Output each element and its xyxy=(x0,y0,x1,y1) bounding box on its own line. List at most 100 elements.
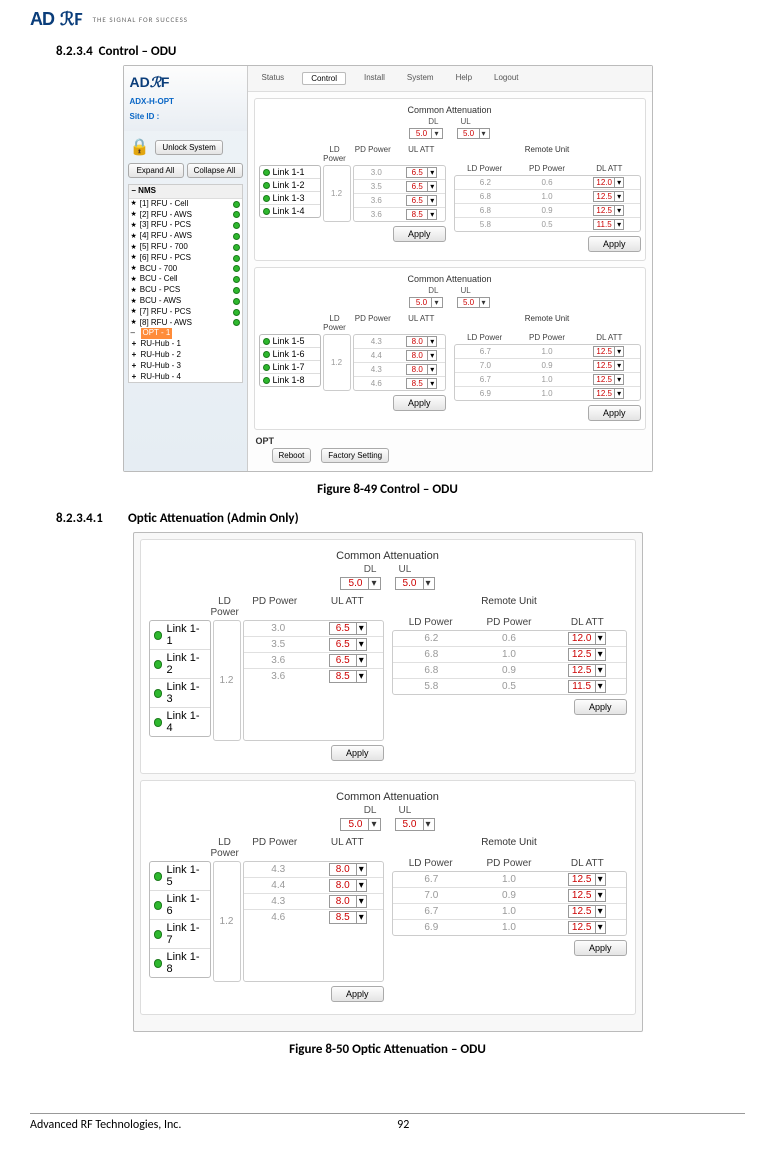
ul-att-select[interactable]: 6.5▾ xyxy=(406,181,437,192)
tree-item[interactable]: ★BCU - Cell xyxy=(129,274,242,285)
attenuation-select[interactable]: 5.0▾ xyxy=(457,297,490,308)
apply-button[interactable]: Apply xyxy=(588,405,641,421)
dl-att-select[interactable]: 12.5▾ xyxy=(568,905,606,918)
dl-att-select[interactable]: 12.0▾ xyxy=(568,632,606,645)
reboot-button[interactable]: Reboot xyxy=(272,448,312,463)
tree-item[interactable]: ★BCU - PCS xyxy=(129,285,242,296)
ul-att-select[interactable]: 6.5▾ xyxy=(329,638,367,651)
attenuation-select[interactable]: 5.0▾ xyxy=(340,577,380,590)
page-footer: Advanced RF Technologies, Inc. 92 xyxy=(0,1114,775,1156)
dl-att-select[interactable]: 12.5▾ xyxy=(593,191,624,202)
figure-caption: Figure 8-49 Control – ODU xyxy=(30,482,745,497)
tab-control[interactable]: Control xyxy=(302,72,346,85)
dl-att-select[interactable]: 11.5▾ xyxy=(568,680,606,693)
ul-att-select[interactable]: 8.0▾ xyxy=(329,863,367,876)
apply-button[interactable]: Apply xyxy=(574,699,627,715)
link-item: Link 1-8 xyxy=(150,949,210,977)
ul-att-select[interactable]: 8.0▾ xyxy=(329,879,367,892)
opt-label: OPT xyxy=(256,436,652,446)
ul-att-select[interactable]: 8.0▾ xyxy=(406,336,437,347)
tree-item[interactable]: –OPT - 1 xyxy=(129,328,242,339)
apply-button[interactable]: Apply xyxy=(331,986,384,1002)
page-logo: ADℛF THE SIGNAL FOR SUCCESS xyxy=(30,8,745,30)
apply-button[interactable]: Apply xyxy=(393,226,446,242)
figure-caption: Figure 8-50 Optic Attenuation – ODU xyxy=(30,1042,745,1057)
attenuation-select[interactable]: 5.0▾ xyxy=(395,818,435,831)
dl-att-select[interactable]: 12.5▾ xyxy=(593,346,624,357)
tree-item[interactable]: +RU-Hub - 1 xyxy=(129,339,242,350)
ul-att-select[interactable]: 8.5▾ xyxy=(406,209,437,220)
dl-att-select[interactable]: 12.5▾ xyxy=(593,360,624,371)
dl-att-select[interactable]: 12.5▾ xyxy=(568,873,606,886)
tree-item[interactable]: ★[2] RFU - AWS xyxy=(129,210,242,221)
tab-logout[interactable]: Logout xyxy=(490,72,522,85)
link-item: Link 1-7 xyxy=(260,361,320,374)
apply-button[interactable]: Apply xyxy=(393,395,446,411)
nav-tree: – NMS★[1] RFU - Cell★[2] RFU - AWS★[3] R… xyxy=(128,184,243,383)
attenuation-select[interactable]: 5.0▾ xyxy=(457,128,490,139)
tree-item[interactable]: ★[4] RFU - AWS xyxy=(129,231,242,242)
ul-att-select[interactable]: 8.0▾ xyxy=(329,895,367,908)
tree-item[interactable]: +RU-Hub - 2 xyxy=(129,350,242,361)
tab-system[interactable]: System xyxy=(403,72,438,85)
dl-att-select[interactable]: 12.5▾ xyxy=(568,664,606,677)
dl-att-select[interactable]: 12.5▾ xyxy=(568,648,606,661)
unlock-button[interactable]: Unlock System xyxy=(155,140,222,155)
tree-item[interactable]: +RU-Hub - 3 xyxy=(129,361,242,372)
link-item: Link 1-1 xyxy=(260,166,320,179)
tree-item[interactable]: +RU-Hub - 4 xyxy=(129,372,242,383)
tab-help[interactable]: Help xyxy=(452,72,476,85)
link-item: Link 1-4 xyxy=(150,708,210,736)
tree-item[interactable]: ★[6] RFU - PCS xyxy=(129,253,242,264)
link-item: Link 1-4 xyxy=(260,205,320,217)
ul-att-select[interactable]: 6.5▾ xyxy=(329,622,367,635)
attenuation-select[interactable]: 5.0▾ xyxy=(409,128,442,139)
link-item: Link 1-6 xyxy=(260,348,320,361)
link-item: Link 1-5 xyxy=(260,335,320,348)
ul-att-select[interactable]: 6.5▾ xyxy=(406,167,437,178)
dl-att-select[interactable]: 12.0▾ xyxy=(593,177,624,188)
apply-button[interactable]: Apply xyxy=(574,940,627,956)
ul-att-select[interactable]: 6.5▾ xyxy=(329,654,367,667)
tree-item[interactable]: ★[3] RFU - PCS xyxy=(129,220,242,231)
link-item: Link 1-5 xyxy=(150,862,210,891)
tree-item[interactable]: ★BCU - AWS xyxy=(129,296,242,307)
link-item: Link 1-3 xyxy=(260,192,320,205)
expand-all-button[interactable]: Expand All xyxy=(128,163,184,178)
dl-att-select[interactable]: 11.5▾ xyxy=(593,219,624,230)
ul-att-select[interactable]: 8.0▾ xyxy=(406,350,437,361)
ul-att-select[interactable]: 6.5▾ xyxy=(406,195,437,206)
factory-setting-button[interactable]: Factory Setting xyxy=(321,448,389,463)
tab-install[interactable]: Install xyxy=(360,72,389,85)
link-item: Link 1-2 xyxy=(260,179,320,192)
apply-button[interactable]: Apply xyxy=(331,745,384,761)
apply-button[interactable]: Apply xyxy=(588,236,641,252)
collapse-all-button[interactable]: Collapse All xyxy=(187,163,243,178)
attenuation-select[interactable]: 5.0▾ xyxy=(340,818,380,831)
ul-att-select[interactable]: 8.5▾ xyxy=(329,911,367,924)
lock-icon: 🔒 xyxy=(130,137,150,157)
attenuation-select[interactable]: 5.0▾ xyxy=(395,577,435,590)
dl-att-select[interactable]: 12.5▾ xyxy=(593,205,624,216)
dl-att-select[interactable]: 12.5▾ xyxy=(593,388,624,399)
link-item: Link 1-8 xyxy=(260,374,320,386)
tree-item[interactable]: ★[1] RFU - Cell xyxy=(129,199,242,210)
ul-att-select[interactable]: 8.5▾ xyxy=(329,670,367,683)
tree-item[interactable]: ★[7] RFU - PCS xyxy=(129,307,242,318)
site-header: ADX-H-OPT xyxy=(130,97,241,106)
dl-att-select[interactable]: 12.5▾ xyxy=(593,374,624,385)
dl-att-select[interactable]: 12.5▾ xyxy=(568,889,606,902)
tree-item[interactable]: ★BCU - 700 xyxy=(129,264,242,275)
tree-item[interactable]: ★[5] RFU - 700 xyxy=(129,242,242,253)
attenuation-select[interactable]: 5.0▾ xyxy=(409,297,442,308)
subsection-heading: 8.2.3.4.1Optic Attenuation (Admin Only) xyxy=(56,511,745,526)
link-item: Link 1-3 xyxy=(150,679,210,708)
ul-att-select[interactable]: 8.5▾ xyxy=(406,378,437,389)
link-item: Link 1-1 xyxy=(150,621,210,650)
screenshot-optic-attenuation: Common AttenuationDLUL5.0▾5.0▾LD PowerPD… xyxy=(133,532,643,1032)
dl-att-select[interactable]: 12.5▾ xyxy=(568,921,606,934)
ul-att-select[interactable]: 8.0▾ xyxy=(406,364,437,375)
tree-item[interactable]: ★[8] RFU - AWS xyxy=(129,318,242,329)
tab-status[interactable]: Status xyxy=(258,72,289,85)
screenshot-control-odu: ADℛF ADX-H-OPT Site ID : 🔒 Unlock System… xyxy=(123,65,653,472)
